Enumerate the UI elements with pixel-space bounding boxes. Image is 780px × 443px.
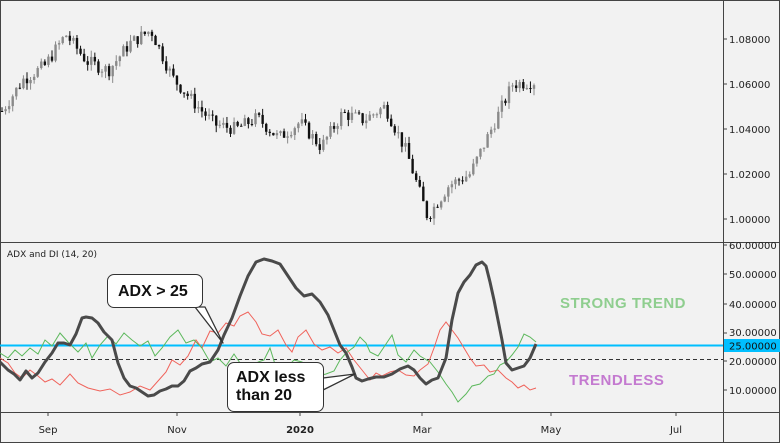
time-tick-label: Jul bbox=[669, 425, 682, 436]
price-tick-label: 1.00000 bbox=[729, 215, 770, 226]
time-tick-label: 2020 bbox=[286, 425, 314, 436]
zone-label-strong-trend: STRONG TREND bbox=[560, 295, 686, 312]
threshold-25-badge: 25.00000 bbox=[724, 339, 780, 352]
price-tick-label: 1.04000 bbox=[729, 125, 770, 136]
price-tick-label: 1.02000 bbox=[729, 170, 770, 181]
indicator-tick-label: 40.00000 bbox=[729, 300, 777, 311]
price-tick-label: 1.06000 bbox=[729, 80, 770, 91]
indicator-title: ADX and DI (14, 20) bbox=[7, 250, 97, 260]
indicator-tick-label: 20.00000 bbox=[729, 357, 777, 368]
threshold-25-label: 25.00000 bbox=[729, 342, 777, 353]
indicator-tick-label: 10.00000 bbox=[729, 386, 777, 397]
minus-di-line bbox=[0, 311, 537, 396]
time-axis: Sep Nov 2020 Mar May Jul bbox=[39, 412, 682, 436]
callout-adx-above-25: ADX > 25 bbox=[107, 274, 203, 308]
price-axis: 1.08000 1.06000 1.04000 1.02000 1.00000 bbox=[723, 35, 770, 226]
callout-pointers bbox=[194, 306, 356, 391]
callout-text-line-2: than 20 bbox=[236, 387, 293, 404]
callout-adx-below-20: ADX less than 20 bbox=[227, 362, 324, 412]
callout-text-line-1: ADX less bbox=[236, 369, 306, 386]
time-tick-label: Nov bbox=[167, 425, 187, 436]
zone-label-trendless: TRENDLESS bbox=[569, 372, 665, 389]
indicator-tick-label: 30.00000 bbox=[729, 328, 777, 339]
time-tick-label: May bbox=[541, 425, 562, 436]
callout-text: ADX > 25 bbox=[118, 283, 188, 300]
indicator-tick-label: 60.00000 bbox=[729, 241, 777, 252]
indicator-axis: 60.00000 50.00000 40.00000 30.00000 20.0… bbox=[723, 241, 777, 397]
adx-line bbox=[0, 257, 538, 398]
time-tick-label: Sep bbox=[39, 425, 58, 436]
time-tick-label: Mar bbox=[413, 425, 433, 436]
candlestick-series bbox=[0, 26, 536, 225]
indicator-tick-label: 50.00000 bbox=[729, 270, 777, 281]
price-tick-label: 1.08000 bbox=[729, 35, 770, 46]
